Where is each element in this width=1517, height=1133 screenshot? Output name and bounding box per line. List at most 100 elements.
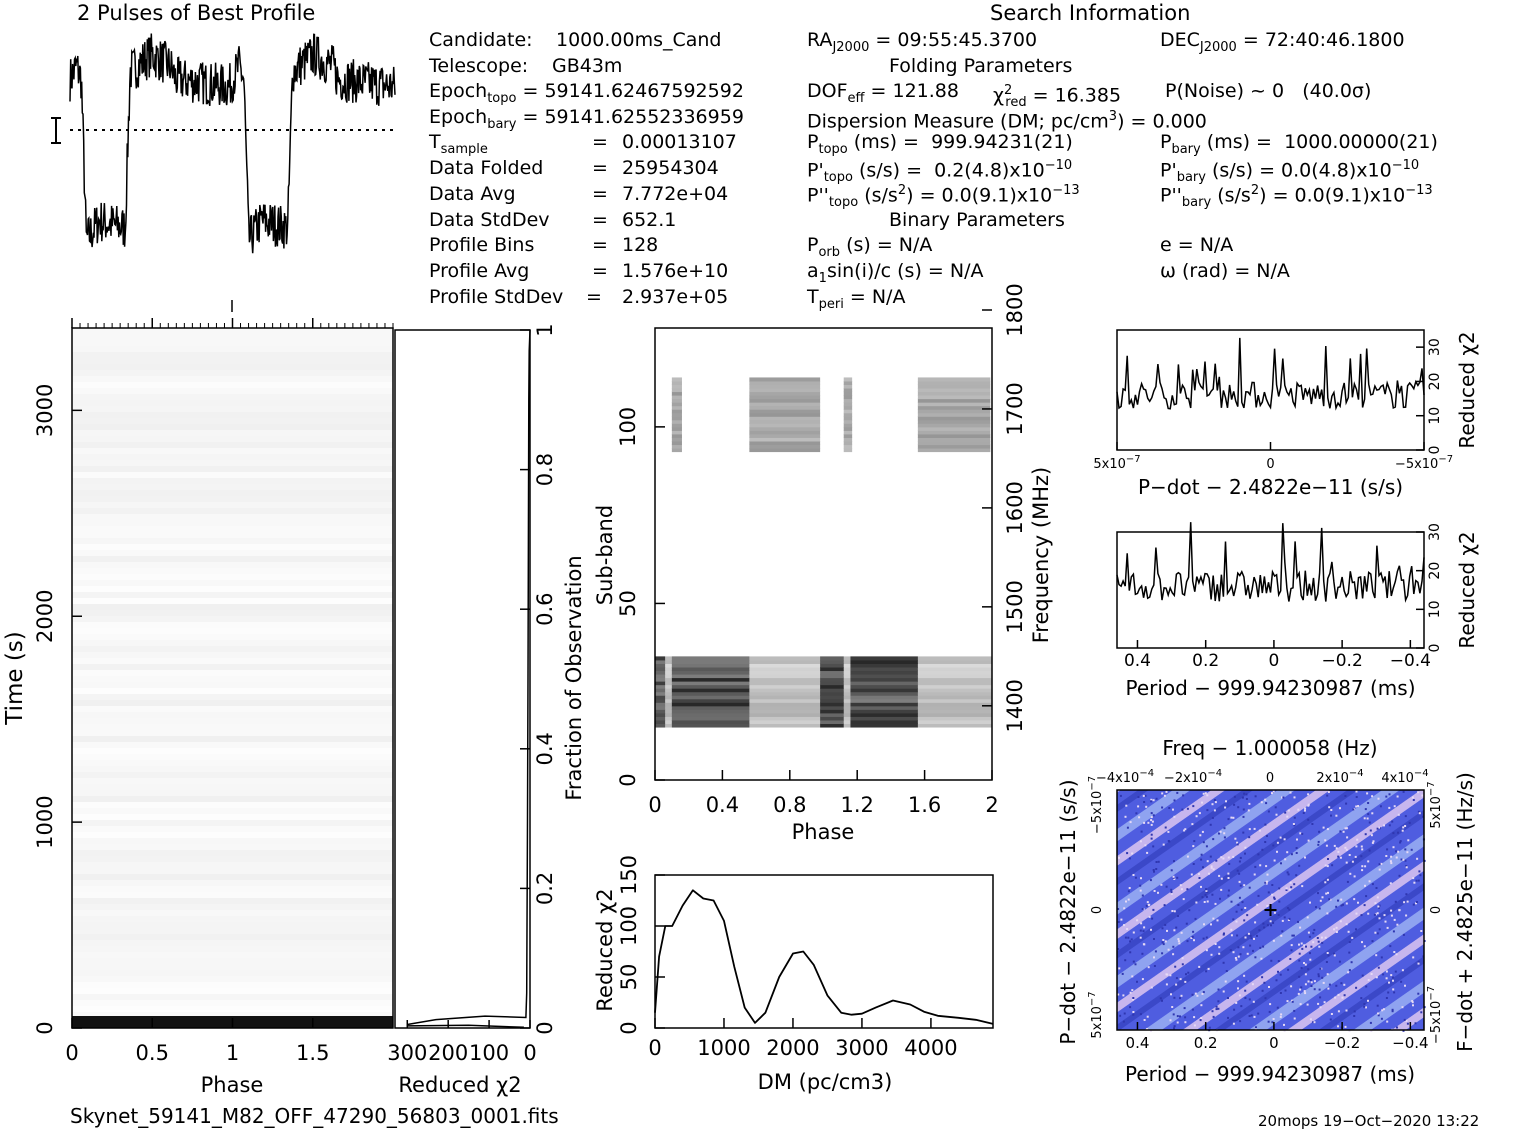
subband-dark-block: [820, 681, 844, 686]
period-pdot-noise: [1317, 975, 1320, 978]
period-pdot-noise: [1402, 933, 1405, 936]
period-pdot-noise: [1286, 907, 1289, 909]
period-pdot-noise: [1223, 832, 1226, 835]
period-pdot-noise: [1419, 874, 1422, 877]
period-pdot-noise: [1246, 914, 1249, 917]
period-pdot-noise: [1253, 873, 1256, 876]
pdot-bary: P'bary (s/s) = 0.0(4.8)x10−10: [1160, 158, 1420, 186]
period-pdot-noise: [1259, 946, 1262, 949]
time-phase-row: [72, 490, 393, 496]
period-pdot-noise: [1396, 923, 1399, 926]
period-pdot-noise: [1339, 920, 1342, 923]
subband-dark-block: [850, 719, 918, 724]
period-pdot-x2-tick-label: 0: [1266, 771, 1274, 786]
subband-dark-block: [820, 663, 844, 668]
time-phase-row: [72, 934, 393, 940]
period-pdot-noise: [1395, 850, 1398, 853]
period-pdot-noise: [1198, 965, 1201, 968]
subband-frame: [654, 327, 993, 781]
period-pdot-noise: [1152, 799, 1155, 802]
period-pdot-noise: [1153, 938, 1155, 940]
period-pdot-noise: [1370, 834, 1373, 837]
period-pdot-noise: [1161, 952, 1164, 955]
subband-upper-block: [671, 384, 682, 389]
period-pdot-noise: [1234, 837, 1237, 840]
subband-upper-block: [917, 444, 991, 449]
period-pdot-noise: [1361, 974, 1364, 977]
period-pdot-noise: [1250, 1014, 1253, 1017]
period-pdot-noise: [1177, 940, 1180, 943]
period-pdot-noise: [1355, 790, 1358, 793]
period-pdot-noise: [1307, 931, 1310, 934]
period-pdot-noise: [1179, 1015, 1181, 1018]
telescope-label: Telescope:: [429, 55, 529, 77]
chi2-vs-dm-plot: 0 1000 2000 3000 4000 0 50 100 150 DM (pc/cm3) Red…: [593, 855, 994, 1094]
subband-dark-block: [850, 709, 918, 714]
period-pdot-noise: [1227, 856, 1230, 859]
time-phase-row: [72, 568, 393, 574]
period-pdot-x-tick-label: 0: [1269, 1034, 1279, 1052]
period-pdot-noise: [1397, 813, 1400, 816]
time-phase-row: [72, 592, 393, 598]
period-pdot-noise: [1291, 999, 1294, 1002]
period-pdot-noise: [1170, 993, 1172, 996]
chi2-dm-frame: [654, 874, 994, 1029]
period-pdot-noise: [1240, 908, 1243, 911]
period-pdot-noise: [1202, 991, 1205, 994]
period-pdot-noise: [1321, 896, 1324, 899]
period-pdot-noise: [1334, 996, 1337, 999]
subband-upper-block: [749, 448, 821, 453]
period-pdot-noise: [1238, 860, 1241, 863]
period-pdot-noise: [1383, 824, 1385, 827]
period-pdot-noise: [1198, 873, 1200, 875]
period-pdot-noise: [1266, 904, 1269, 907]
subband-upper-block: [749, 426, 821, 431]
subband-upper-block: [843, 419, 853, 424]
period-pdot-noise: [1298, 952, 1301, 955]
period-pdot-noise: [1342, 830, 1345, 833]
period-pdot-noise: [1180, 888, 1183, 891]
subband-upper-block: [843, 416, 853, 421]
profile-avg-label: Profile Avg: [429, 260, 530, 282]
subband-upper-block: [843, 384, 853, 389]
time-phase-row: [72, 820, 393, 826]
period-pdot-noise: [1368, 880, 1371, 883]
period-pdot-noise: [1277, 960, 1280, 962]
subband-upper-block: [671, 433, 682, 438]
period-pdot-noise: [1238, 880, 1241, 883]
time-phase-x-tick-label: 1.5: [296, 1041, 329, 1065]
time-phase-row: [72, 988, 393, 994]
pddot-bary: P''bary (s/s2) = 0.0(9.1)x10−13: [1160, 183, 1433, 211]
period-pdot-noise: [1389, 860, 1392, 863]
subband-upper-block: [749, 419, 821, 424]
period-pdot-noise: [1148, 903, 1151, 906]
period-pdot-noise: [1264, 997, 1267, 1000]
period-pdot-noise: [1139, 884, 1142, 887]
period-pdot-noise: [1123, 924, 1125, 927]
period-pdot-noise: [1242, 808, 1245, 811]
period-pdot-noise: [1276, 850, 1278, 853]
period-pdot-noise: [1285, 889, 1288, 891]
period-pdot-noise: [1302, 812, 1305, 814]
time-phase-row: [72, 856, 393, 862]
period-pdot-noise: [1376, 896, 1379, 899]
period-pdot-noise: [1308, 935, 1311, 938]
period-pdot-noise: [1281, 930, 1284, 933]
period-pdot-noise: [1212, 917, 1215, 920]
period-pdot-noise: [1205, 936, 1208, 939]
period-pdot-noise: [1149, 879, 1152, 882]
period-pdot-noise: [1420, 930, 1423, 932]
period-pdot-noise: [1136, 919, 1139, 922]
subband-upper-block: [843, 433, 853, 438]
period-pdot-noise: [1344, 1025, 1347, 1028]
period-pdot-noise: [1353, 898, 1356, 901]
period-pdot-noise: [1382, 973, 1385, 976]
period-pdot-noise: [1271, 792, 1273, 795]
period-pdot-noise: [1385, 855, 1388, 857]
period-pdot-noise: [1237, 806, 1240, 809]
period-pdot-noise: [1279, 973, 1282, 976]
period-pdot-noise: [1216, 919, 1219, 922]
period-pdot-noise: [1391, 976, 1394, 979]
time-phase-row: [72, 346, 393, 352]
subband-upper-block: [671, 402, 682, 407]
